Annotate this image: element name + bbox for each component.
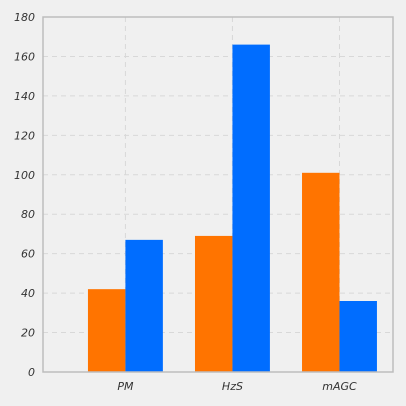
x-tick-label: PM — [117, 380, 134, 393]
plot-frame — [42, 16, 394, 373]
y-axis-ticks: 0 20 40 60 80 100 120 140 160 180 — [14, 11, 35, 379]
x-tick-label: mAGC — [322, 380, 357, 393]
bar-series-1-magc — [302, 172, 340, 372]
y-tick-label: 120 — [14, 129, 35, 142]
y-tick-label: 160 — [14, 50, 35, 63]
y-tick-label: 60 — [21, 248, 35, 261]
bar-series-2-magc — [339, 301, 377, 372]
y-tick-label: 40 — [21, 287, 35, 300]
y-tick-label: 20 — [21, 327, 35, 340]
bar-series-1-pm — [87, 289, 126, 372]
y-tick-label: 80 — [21, 208, 35, 221]
x-axis-ticks: PM HzS mAGC — [117, 380, 357, 393]
y-tick-label: 140 — [14, 90, 35, 103]
bars — [87, 44, 377, 372]
bar-series-2-hzs — [232, 44, 270, 372]
bar-series-1-hzs — [194, 235, 233, 372]
bar-series-2-pm — [125, 239, 163, 372]
y-tick-label: 180 — [14, 11, 35, 24]
y-tick-label: 0 — [28, 366, 35, 379]
y-tick-label: 100 — [14, 169, 35, 182]
x-tick-label: HzS — [222, 380, 243, 393]
